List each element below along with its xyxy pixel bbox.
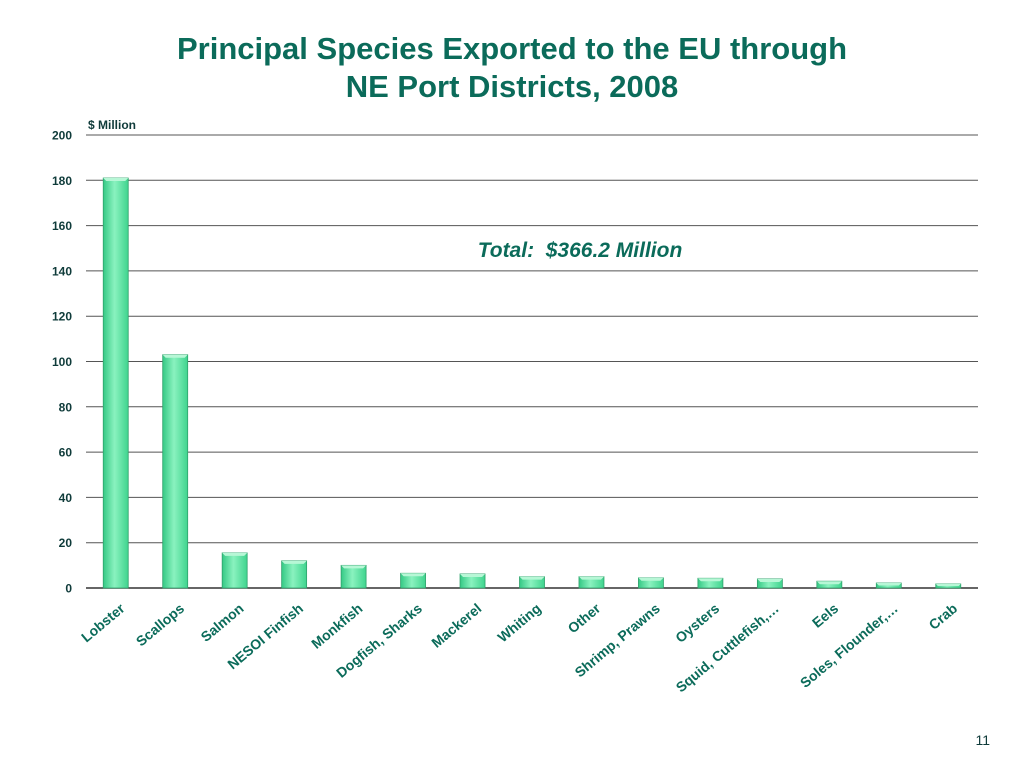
title-line-2: NE Port Districts, 2008 (345, 69, 679, 104)
bar (519, 576, 545, 589)
bar (935, 583, 962, 589)
y-tick-label: 0 (65, 582, 72, 596)
bar (281, 560, 308, 589)
title-line-1: Principal Species Exported to the EU thr… (176, 31, 848, 66)
y-tick-label: 180 (52, 174, 72, 188)
bar (697, 577, 724, 589)
bar (638, 577, 664, 589)
x-tick-label: Squid, Cuttlefish,… (673, 600, 782, 695)
x-tick-label: Oysters (672, 600, 722, 646)
y-axis-ticks: 0 20 40 60 80 100 120 140 160 180 200 (52, 129, 72, 596)
y-tick-label: 120 (52, 310, 72, 324)
bar (162, 354, 189, 589)
bar (756, 578, 783, 589)
y-tick-label: 160 (52, 219, 72, 233)
bar (875, 582, 902, 589)
x-tick-label: Crab (925, 600, 960, 633)
y-tick-label: 40 (59, 491, 73, 505)
x-tick-label: Salmon (198, 600, 247, 645)
bar (400, 572, 426, 589)
bar (102, 177, 129, 589)
bars (102, 177, 962, 589)
bar (459, 573, 486, 589)
x-tick-label: Other (565, 600, 604, 637)
x-tick-label: Soles, Flounder,… (797, 600, 901, 691)
x-tick-label: Monkfish (308, 600, 365, 652)
x-tick-label: Whiting (494, 600, 544, 645)
y-tick-label: 200 (52, 129, 72, 143)
page-number: 11 (975, 732, 990, 748)
bar (340, 564, 367, 589)
bar (578, 576, 605, 589)
x-tick-label: Scallops (133, 600, 188, 649)
x-tick-label: Mackerel (428, 600, 484, 651)
y-tick-label: 20 (59, 536, 73, 550)
y-tick-label: 100 (52, 355, 72, 369)
gridlines (86, 134, 978, 589)
bar (221, 552, 248, 589)
bar (816, 580, 843, 589)
y-tick-label: 140 (52, 264, 72, 278)
x-tick-label: Lobster (78, 600, 128, 646)
total-annotation: Total: $366.2 Million (478, 239, 683, 262)
y-tick-label: 80 (59, 400, 73, 414)
slide-title: Principal Species Exported to the EU thr… (0, 30, 1024, 106)
y-tick-label: 60 (59, 446, 73, 460)
y-axis-label: $ Million (88, 118, 136, 132)
x-tick-label: Eels (809, 600, 842, 631)
